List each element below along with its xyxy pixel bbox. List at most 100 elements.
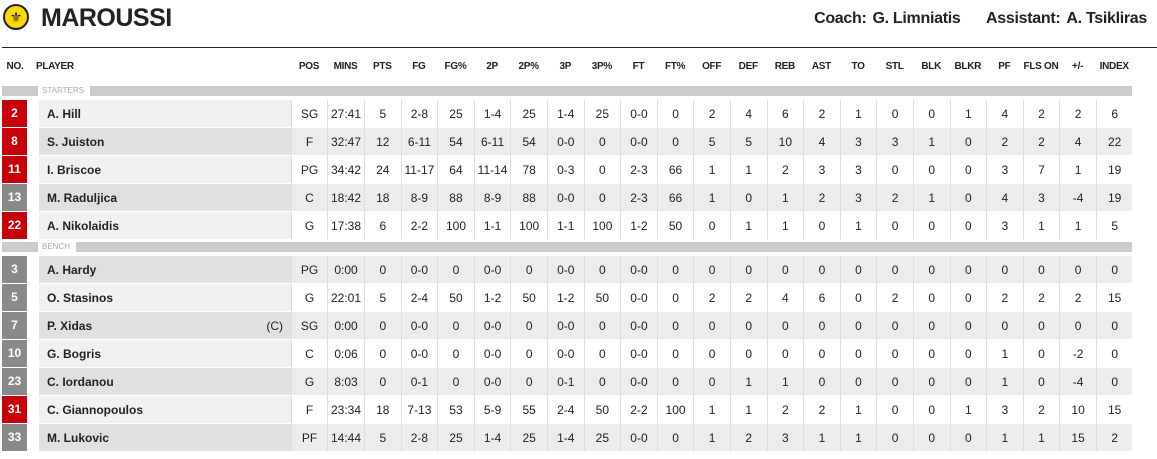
column-header-fg[interactable]: FG (412, 60, 426, 72)
player-row[interactable]: 2 A. Hill SG 27:41 5 2-8 25 1-4 25 1-4 25 0-0 0 2 4 6 2 1… (2, 100, 1157, 128)
player-name[interactable]: O. Stasinos (39, 284, 291, 312)
player-name-text[interactable]: I. Briscoe (47, 162, 102, 177)
stat-off: 0 (693, 340, 730, 368)
column-header-2p-[interactable]: 2P% (518, 60, 540, 72)
stat-fg-: 54 (437, 128, 474, 156)
player-name-text[interactable]: A. Hill (47, 106, 82, 121)
stat-3p-: 0 (583, 156, 621, 184)
player-name[interactable]: G. Bogris (39, 340, 291, 368)
jersey-number-badge: 31 (2, 396, 27, 423)
player-name[interactable]: M. Raduljica (39, 184, 291, 212)
stat-pts: 12 (364, 128, 401, 156)
stat-ft: 2-3 (620, 184, 657, 212)
stat-stl: 0 (876, 424, 913, 452)
stat-pts: 18 (364, 396, 401, 424)
column-header-stl[interactable]: STL (885, 60, 904, 72)
stat-stl: 0 (876, 396, 913, 424)
column-header-no-[interactable]: NO. (6, 60, 24, 72)
column-header-index[interactable]: INDEX (1099, 60, 1129, 72)
player-name-text[interactable]: C. Giannopoulos (47, 402, 143, 417)
column-header-def[interactable]: DEF (738, 60, 758, 72)
player-name[interactable]: A. Nikolaidis (39, 212, 291, 240)
column-header-fls-on[interactable]: FLS ON (1023, 60, 1059, 72)
player-name-text[interactable]: A. Hardy (47, 262, 97, 277)
player-name[interactable]: P. Xidas (C) (39, 312, 291, 340)
player-name-text[interactable]: C. Iordanou (47, 374, 114, 389)
spacer (28, 340, 39, 368)
player-row[interactable]: 23 C. Iordanou G 8:03 0 0-1 0 0-0 0 0-1 0 0-0 0 0 1 1 0 0… (2, 368, 1157, 396)
column-header-2p[interactable]: 2P (486, 60, 498, 72)
stat-2p: 0-0 (473, 368, 511, 396)
stat-pos: G (291, 284, 327, 312)
stat-3p-: 25 (583, 100, 621, 128)
stat-ft-: 0 (656, 100, 694, 128)
stat-2p-: 54 (510, 128, 547, 156)
stat-3p: 0-1 (546, 368, 584, 396)
stat--: -4 (1059, 184, 1096, 212)
stat-fls-on: 2 (1022, 396, 1060, 424)
player-row[interactable]: 10 G. Bogris C 0:06 0 0-0 0 0-0 0 0-0 0 0-0 0 0 0 0 0 0 0 0… (2, 340, 1157, 368)
stat-3p-: 0 (583, 256, 621, 284)
stat-2p-: 78 (510, 156, 547, 184)
column-header-blkr[interactable]: BLKR (954, 60, 982, 72)
stat-3p-: 0 (583, 340, 621, 368)
stat--: -2 (1059, 340, 1096, 368)
stat-blkr: 0 (949, 284, 987, 312)
player-row[interactable]: 3 A. Hardy PG 0:00 0 0-0 0 0-0 0 0-0 0 0-0 0 0 0 0 0 0 0 0 0… (2, 256, 1157, 284)
column-header-pf[interactable]: PF (998, 60, 1011, 72)
stat-ast: 0 (803, 340, 840, 368)
column-header-fg-[interactable]: FG% (444, 60, 467, 72)
stat-2p-: 0 (510, 312, 547, 340)
player-row[interactable]: 31 C. Giannopoulos F 23:34 18 7-13 53 5-9 55 2-4 5… (2, 396, 1157, 424)
player-name-text[interactable]: M. Lukovic (47, 430, 110, 445)
stat-pos: PG (291, 156, 327, 184)
column-header-ft-[interactable]: FT% (664, 60, 686, 72)
player-row[interactable]: 7 P. Xidas (C) SG 0:00 0 0-0 0 0-0 0 0-0 0 0-0 0 0 0 0 0 0… (2, 312, 1157, 340)
column-header-blk[interactable]: BLK (921, 60, 942, 72)
player-name[interactable]: S. Juiston (39, 128, 291, 156)
player-row[interactable]: 22 A. Nikolaidis G 17:38 6 2-2 100 1-1 100 1-1 100… (2, 212, 1157, 240)
player-row[interactable]: 13 M. Raduljica C 18:42 18 8-9 88 8-9 88 0-0 0 2-3 6… (2, 184, 1157, 212)
stat-ast: 2 (803, 100, 840, 128)
stat-blk: 0 (912, 256, 950, 284)
player-row[interactable]: 33 M. Lukovic PF 14:44 5 2-8 25 1-4 25 1-4 25 0-0 0 1… (2, 424, 1157, 452)
column-header-ft[interactable]: FT (632, 60, 645, 72)
player-name[interactable]: A. Hill (39, 100, 291, 128)
coaching-staff: Coach: G. Limniatis Assistant: A. Tsiklira… (814, 10, 1147, 28)
stat-blk: 0 (912, 284, 950, 312)
jersey-number-cell: 23 (2, 368, 28, 396)
column-header-player[interactable]: PLAYER (36, 60, 74, 72)
column-header-mins[interactable]: MINS (333, 60, 358, 72)
column-header-pos[interactable]: POS (298, 60, 320, 72)
player-name-text[interactable]: S. Juiston (47, 134, 105, 149)
player-name[interactable]: I. Briscoe (39, 156, 291, 184)
column-header-reb[interactable]: REB (774, 60, 796, 72)
player-name-text[interactable]: O. Stasinos (47, 290, 114, 305)
column-header--[interactable]: +/- (1072, 60, 1084, 72)
stat-index: 0 (1095, 340, 1133, 368)
player-row[interactable]: 5 O. Stasinos G 22:01 5 2-4 50 1-2 50 1-2 50 0-0 0 2 2… (2, 284, 1157, 312)
player-row[interactable]: 8 S. Juiston F 32:47 12 6-11 54 6-11 54 0-0 0 0-0 0 5… (2, 128, 1157, 156)
player-name[interactable]: A. Hardy (39, 256, 291, 284)
stat-def: 1 (729, 156, 767, 184)
stat-ft-: 50 (656, 212, 694, 240)
stat-pf: 3 (986, 396, 1023, 424)
player-name-text[interactable]: M. Raduljica (47, 190, 118, 205)
column-header-to[interactable]: TO (851, 60, 865, 72)
player-name-text[interactable]: G. Bogris (47, 346, 102, 361)
player-name[interactable]: M. Lukovic (39, 424, 291, 452)
column-header-pts[interactable]: PTS (373, 60, 392, 72)
player-name[interactable]: C. Iordanou (39, 368, 291, 396)
column-header-off[interactable]: OFF (702, 60, 722, 72)
stat-stl: 0 (876, 340, 913, 368)
player-row[interactable]: 11 I. Briscoe PG 34:42 24 11-17 64 11-14 78 0-3 0 2… (2, 156, 1157, 184)
column-header-3p[interactable]: 3P (559, 60, 572, 72)
player-name-text[interactable]: A. Nikolaidis (47, 218, 120, 233)
column-header-3p-[interactable]: 3P% (591, 60, 613, 72)
player-name[interactable]: C. Giannopoulos (39, 396, 291, 424)
stat-ast: 6 (803, 284, 840, 312)
player-name-text[interactable]: P. Xidas (47, 318, 93, 333)
stat-3p-: 0 (583, 184, 621, 212)
stat-blkr: 0 (949, 312, 987, 340)
column-header-ast[interactable]: AST (811, 60, 831, 72)
